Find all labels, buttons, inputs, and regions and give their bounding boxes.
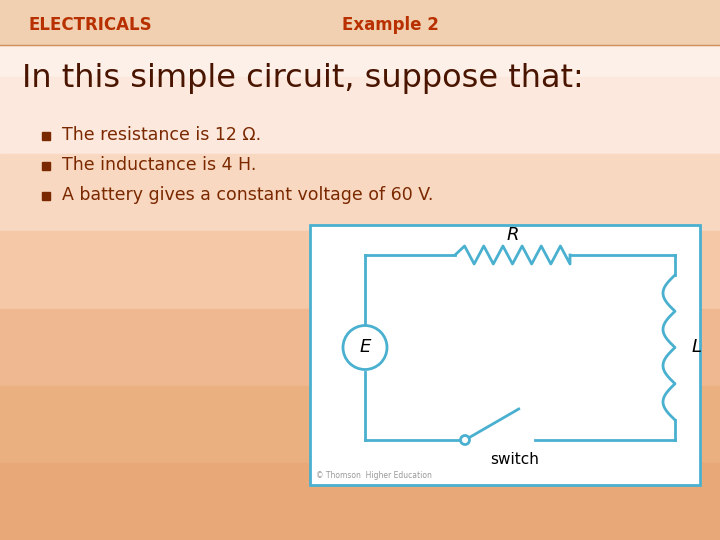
Text: In this simple circuit, suppose that:: In this simple circuit, suppose that: bbox=[22, 63, 584, 93]
Circle shape bbox=[461, 435, 469, 444]
Bar bbox=[42, 192, 50, 200]
Text: switch: switch bbox=[490, 453, 539, 468]
Text: ELECTRICALS: ELECTRICALS bbox=[28, 16, 152, 34]
Text: A battery gives a constant voltage of 60 V.: A battery gives a constant voltage of 60… bbox=[62, 186, 433, 204]
Bar bbox=[0, 386, 720, 463]
Bar bbox=[0, 154, 720, 232]
Text: R: R bbox=[506, 226, 518, 244]
Text: L: L bbox=[692, 339, 702, 356]
Bar bbox=[310, 225, 700, 485]
Bar bbox=[42, 162, 50, 170]
Text: © Thomson  Higher Education: © Thomson Higher Education bbox=[316, 470, 432, 480]
Circle shape bbox=[343, 326, 387, 369]
Bar bbox=[0, 77, 720, 154]
Bar bbox=[0, 463, 720, 540]
Bar bbox=[0, 0, 720, 45]
Bar bbox=[42, 132, 50, 140]
Text: The inductance is 4 H.: The inductance is 4 H. bbox=[62, 156, 256, 174]
Text: E: E bbox=[359, 339, 371, 356]
Bar bbox=[0, 0, 720, 77]
Bar bbox=[0, 308, 720, 386]
Text: The resistance is 12 Ω.: The resistance is 12 Ω. bbox=[62, 126, 261, 144]
Text: Example 2: Example 2 bbox=[341, 16, 438, 34]
Bar bbox=[0, 232, 720, 308]
